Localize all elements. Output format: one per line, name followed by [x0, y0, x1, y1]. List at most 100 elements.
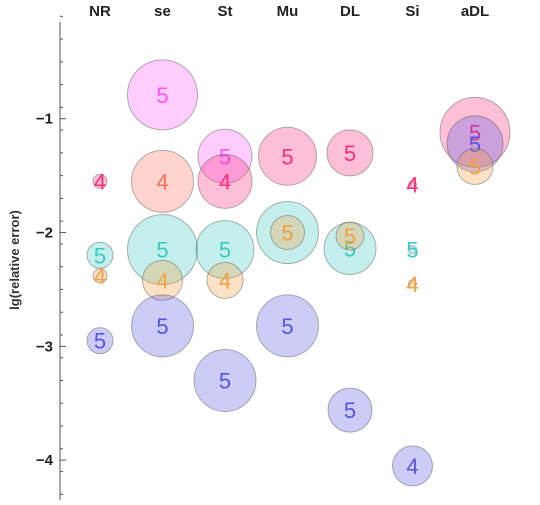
bubble: 5: [195, 220, 255, 280]
bubble-label: 5: [344, 398, 356, 423]
column-label: DL: [340, 3, 360, 20]
bubble-circle: [446, 115, 504, 173]
column-label: NR: [89, 3, 111, 20]
bubble: 5: [327, 387, 373, 433]
bubble: 4: [206, 261, 244, 299]
y-tick-label: −2: [36, 225, 53, 242]
bubble-circle: [270, 215, 305, 251]
bubble: 4: [142, 259, 183, 301]
bubble: 5: [446, 115, 504, 173]
bubble: 5: [335, 221, 365, 251]
bubble: 5: [86, 327, 114, 355]
column-label: St: [218, 3, 233, 20]
bubble-label: 5: [219, 369, 231, 394]
bubble-label: 5: [344, 224, 356, 249]
bubble-circle: [127, 214, 198, 286]
bubble-label: 5: [281, 221, 293, 246]
bubble-label: 5: [469, 155, 481, 180]
bubble-circle: [86, 327, 114, 355]
bubble-label: 5: [406, 238, 418, 263]
bubble-circle: [92, 268, 108, 284]
bubble: 4: [392, 445, 433, 487]
bubble: 4: [406, 272, 418, 297]
bubble-circle: [206, 261, 244, 299]
column-label: Si: [405, 3, 419, 20]
bubble-circle: [256, 294, 319, 358]
bubble: 5: [270, 215, 305, 251]
bubble-label: 5: [469, 132, 481, 157]
bubble-circle: [131, 149, 194, 213]
bubble-label: 4: [156, 268, 168, 293]
bubble-circle: [131, 294, 194, 358]
bubble-circle: [142, 259, 183, 301]
bubble-label: 4: [94, 264, 106, 289]
bubble: 5: [86, 241, 114, 269]
bubble-label: 4: [406, 454, 418, 479]
bubble-label: 5: [156, 238, 168, 263]
bubble-circle: [258, 126, 317, 186]
bubble-circle: [197, 153, 253, 209]
bubble-label: 4: [94, 169, 106, 194]
bubble-circle: [92, 173, 108, 189]
bubble-circle: [127, 59, 198, 131]
y-axis-ticks: −1 −2 −3 −4: [36, 15, 66, 495]
bubble-label: 5: [156, 314, 168, 339]
bubble-circle: [408, 245, 417, 255]
bubble-label: 4: [219, 169, 231, 194]
column-label: se: [154, 3, 171, 20]
bubble: 5: [131, 294, 194, 358]
bubble-label: 5: [219, 144, 231, 169]
bubble-label: 5: [344, 141, 356, 166]
bubble-label: 5: [94, 329, 106, 354]
y-tick-label: −4: [36, 452, 54, 469]
y-tick-label: −3: [36, 338, 53, 355]
bubble-circle: [86, 241, 114, 269]
bubble-label: 4: [219, 268, 231, 293]
y-axis-label: lg(relative error): [7, 210, 22, 310]
bubble: 5: [197, 128, 253, 184]
bubble: 5: [406, 238, 418, 263]
bubble: 5: [439, 96, 511, 168]
bubble: 5: [127, 59, 198, 131]
column-labels: NR se St Mu DL Si aDL: [89, 3, 489, 20]
bubble-circle: [439, 96, 511, 168]
bubble: 5: [256, 201, 319, 265]
bubble-label: 5: [281, 221, 293, 246]
bubble-label: 5: [156, 83, 168, 108]
bubble-label: 5: [94, 243, 106, 268]
bubble-circle: [327, 387, 373, 433]
bubble: 4: [92, 264, 108, 289]
bubble-label: 5: [219, 238, 231, 263]
bubble-circle: [408, 180, 417, 190]
column-label: aDL: [461, 3, 489, 20]
bubble-label: 5: [469, 120, 481, 145]
bubble: 5: [326, 129, 374, 177]
bubble-circle: [197, 128, 253, 184]
bubble: 5: [456, 148, 494, 186]
bubble-circle: [456, 148, 494, 186]
bubble: 5: [256, 294, 319, 358]
bubble-label: 5: [281, 144, 293, 169]
bubble: 5: [127, 214, 198, 286]
bubble: 5: [258, 126, 317, 186]
bubble-circle: [323, 221, 377, 275]
bubble-circle: [195, 220, 255, 280]
bubble-label: 5: [281, 314, 293, 339]
bubble-label: 4: [406, 173, 418, 198]
bubble-label: 5: [344, 236, 356, 261]
bubble: 4: [197, 153, 253, 209]
bubble-circle: [256, 201, 319, 265]
column-label: Mu: [277, 3, 299, 20]
bubble-label: 4: [406, 272, 418, 297]
bubble-circle: [335, 221, 365, 251]
bubble-circle: [392, 445, 433, 487]
bubble-circle: [326, 129, 374, 177]
bubble: 4: [406, 173, 418, 198]
bubble-circle: [408, 279, 417, 289]
bubble-label: 4: [156, 169, 168, 194]
bubble-circle: [193, 349, 257, 412]
bubble: 4: [131, 149, 194, 213]
bubble: 5: [323, 221, 377, 275]
